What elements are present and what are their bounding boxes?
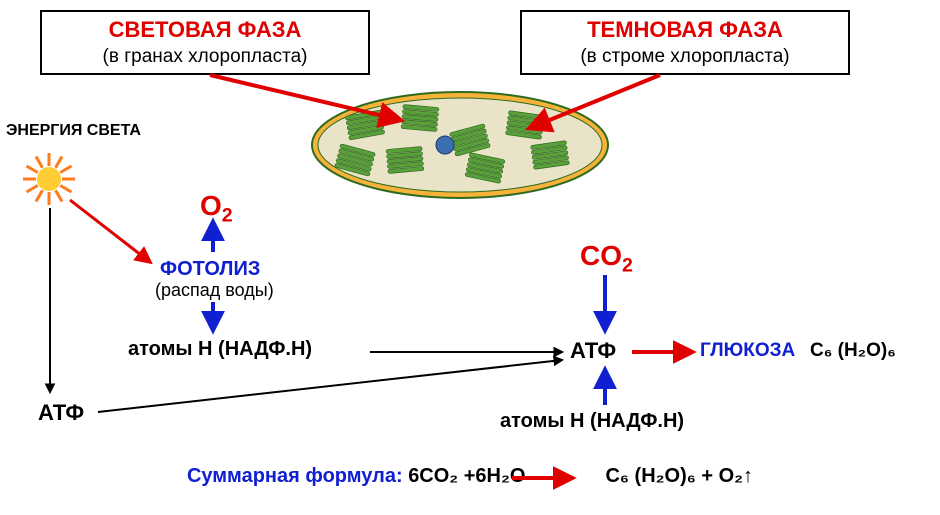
light-phase-title: СВЕТОВАЯ ФАЗА bbox=[52, 16, 358, 45]
chloroplast-illustration bbox=[310, 90, 610, 205]
atoms-h-right: атомы Н (НАДФ.Н) bbox=[500, 410, 684, 433]
light-phase-subtitle: (в гранах хлоропласта) bbox=[52, 45, 358, 70]
dark-phase-title: ТЕМНОВАЯ ФАЗА bbox=[532, 16, 838, 45]
atf-right: АТФ bbox=[570, 338, 616, 364]
summary-formula: Суммарная формула: 6CO₂ +6H₂OC₆ (H₂O)₆ +… bbox=[0, 465, 940, 488]
arrows-layer bbox=[0, 0, 940, 515]
photolysis-label: ФОТОЛИЗ bbox=[160, 258, 260, 281]
dark-phase-subtitle: (в строме хлоропласта) bbox=[532, 45, 838, 70]
dark-phase-box: ТЕМНОВАЯ ФАЗА (в строме хлоропласта) bbox=[520, 10, 850, 75]
photolysis-subtitle: (распад воды) bbox=[155, 280, 274, 301]
light-phase-box: СВЕТОВАЯ ФАЗА (в гранах хлоропласта) bbox=[40, 10, 370, 75]
atf-left: АТФ bbox=[38, 400, 84, 426]
atoms-h-left: атомы Н (НАДФ.Н) bbox=[128, 338, 312, 361]
co2-label: CO2 bbox=[580, 240, 633, 278]
sun-icon bbox=[22, 152, 76, 206]
glucose-word: ГЛЮКОЗА bbox=[700, 340, 795, 362]
arrow-sun-to-photolysis bbox=[70, 200, 150, 262]
energy-light-label: ЭНЕРГИЯ СВЕТА bbox=[6, 122, 141, 140]
glucose-formula: C₆ (H₂O)₆ bbox=[810, 340, 896, 362]
arrow-atf-left-to-atf-right bbox=[98, 360, 562, 412]
o2-label: O2 bbox=[200, 190, 233, 228]
